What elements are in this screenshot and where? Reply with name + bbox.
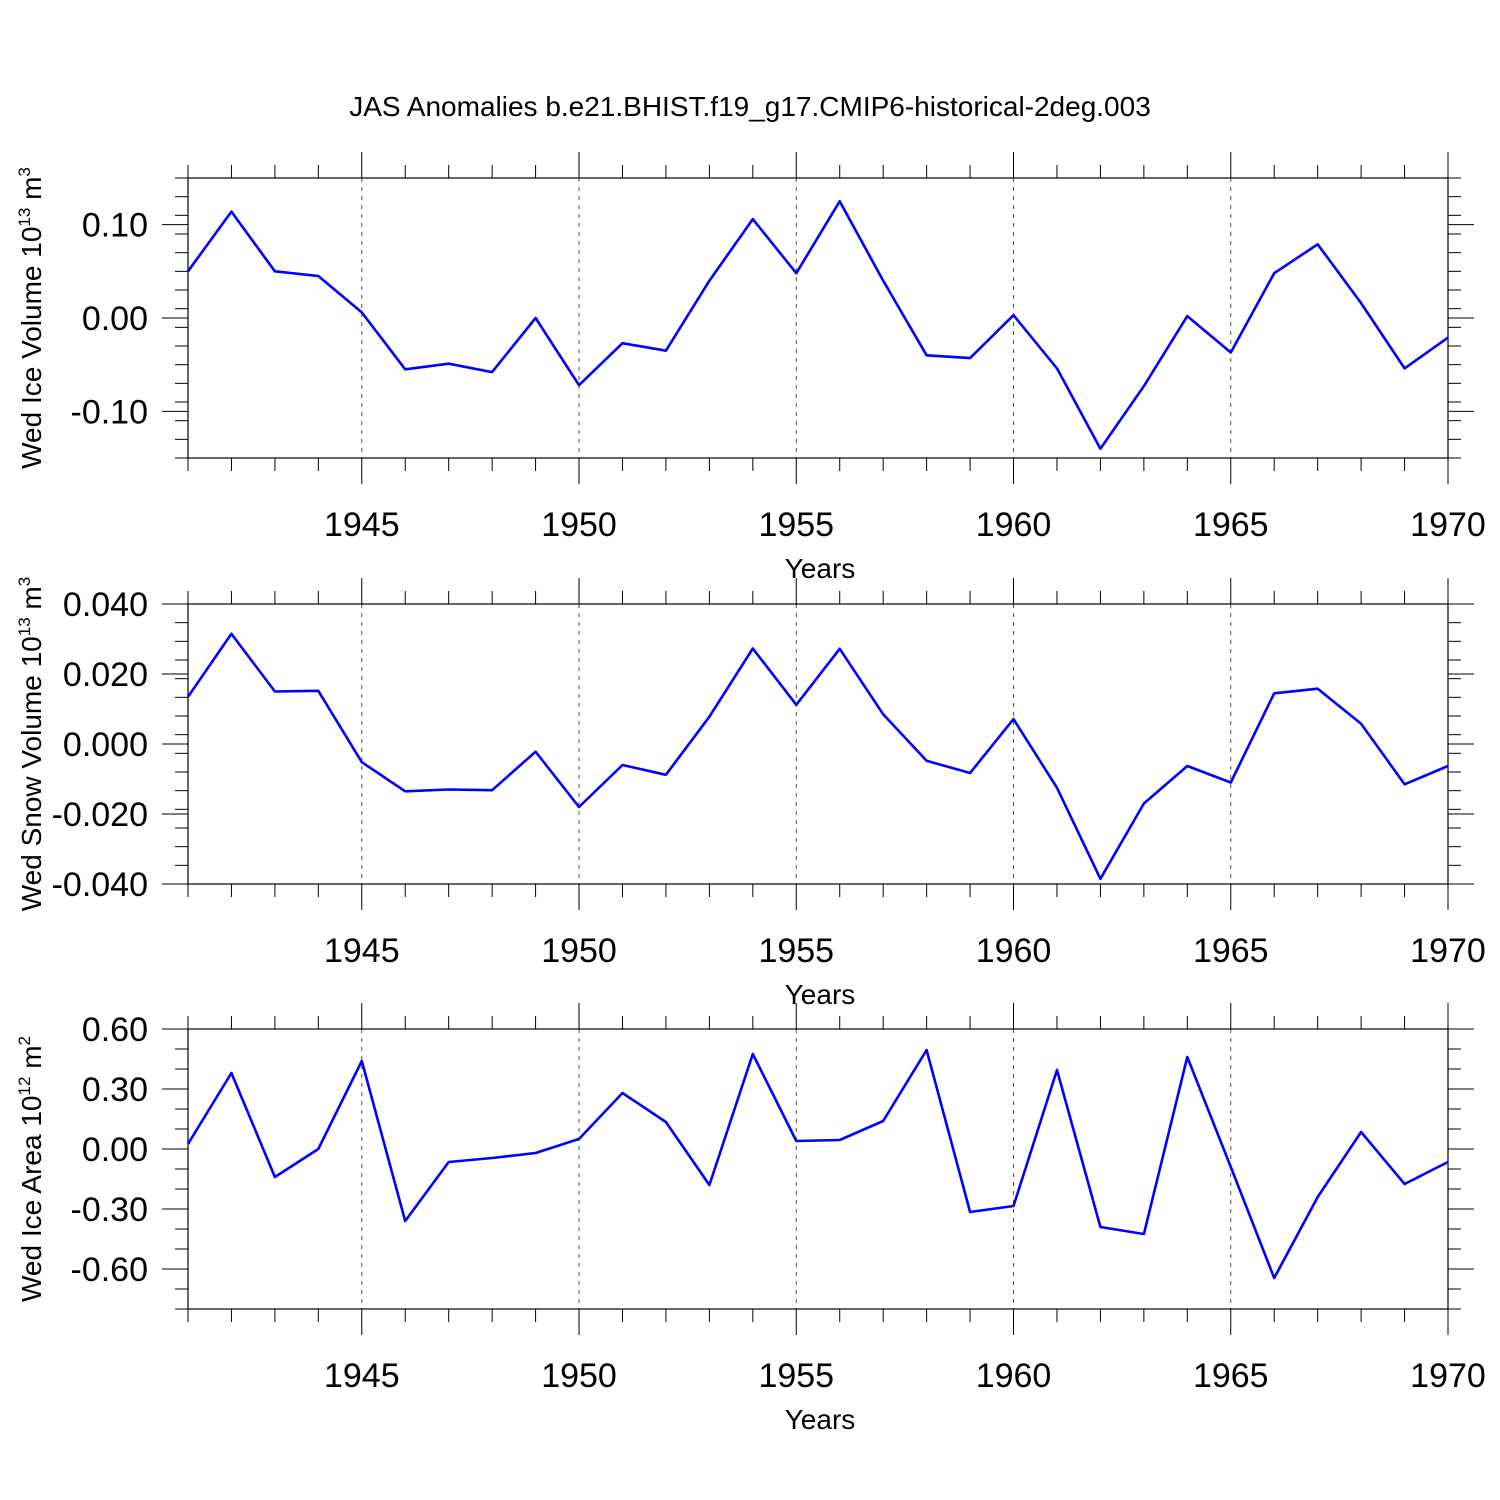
x-axis-label: Years (785, 1404, 856, 1435)
x-tick-label: 1950 (541, 506, 617, 544)
y-axis-label-part: m (16, 1045, 47, 1076)
y-axis-label: Wed Ice Volume 1013 m3 (15, 167, 47, 469)
y-axis-label-superscript: 13 (15, 617, 34, 636)
y-axis-label-superscript: 12 (15, 1077, 34, 1096)
y-tick-label: -0.020 (52, 796, 148, 834)
y-tick-label: -0.60 (71, 1251, 149, 1289)
series-line (186, 1048, 1449, 1280)
x-tick-label: 1970 (1410, 1357, 1486, 1395)
y-tick-label: 0.040 (63, 586, 148, 624)
x-tick-label: 1955 (758, 932, 834, 970)
x-tick-label: 1945 (324, 1357, 400, 1395)
x-tick-label: 1960 (976, 506, 1052, 544)
y-tick-label: 0.000 (63, 726, 148, 764)
y-axis-label-superscript: 3 (15, 577, 34, 586)
series-line (186, 200, 1449, 451)
figure-title: JAS Anomalies b.e21.BHIST.f19_g17.CMIP6-… (349, 91, 1151, 122)
x-tick-label: 1960 (976, 932, 1052, 970)
plot-frame (187, 177, 1449, 459)
y-axis-label-part: Wed Snow Volume 10 (16, 636, 47, 911)
series-line (186, 632, 1449, 881)
x-tick-label: 1945 (324, 506, 400, 544)
plot-frame (187, 603, 1449, 885)
y-tick-label: -0.10 (71, 393, 149, 431)
y-axis-label-part: m (16, 586, 47, 617)
x-tick-label: 1950 (541, 1357, 617, 1395)
x-tick-label: 1955 (758, 506, 834, 544)
y-axis-label-part: Wed Ice Area 10 (16, 1096, 47, 1303)
y-tick-label: 0.00 (82, 1131, 148, 1169)
x-tick-label: 1970 (1410, 506, 1486, 544)
y-axis-label: Wed Snow Volume 1013 m3 (15, 577, 47, 911)
panels: -0.10 0.00 0.10 1945 1950 1955 1960 1965 1970 Yea… (15, 152, 1486, 1435)
y-axis-label-superscript: 2 (15, 1036, 34, 1045)
y-axis-label-superscript: 13 (15, 208, 34, 227)
y-tick-label: 0.60 (82, 1011, 148, 1049)
y-axis-label-superscript: 3 (15, 167, 34, 176)
panel-3: -0.60 -0.30 0.00 0.30 0.60 1945 1950 1955 1960 19… (15, 1003, 1486, 1435)
x-tick-label: 1965 (1193, 506, 1269, 544)
x-tick-label: 1970 (1410, 932, 1486, 970)
x-tick-label: 1960 (976, 1357, 1052, 1395)
x-tick-label: 1965 (1193, 932, 1269, 970)
x-tick-label: 1945 (324, 932, 400, 970)
x-axis-label: Years (785, 979, 856, 1010)
y-axis-label: Wed Ice Area 1012 m2 (15, 1036, 47, 1302)
y-tick-label: -0.040 (52, 866, 148, 904)
y-axis-label-part: m (16, 177, 47, 208)
y-tick-label: 0.00 (82, 300, 148, 338)
x-tick-label: 1955 (758, 1357, 834, 1395)
y-tick-label: 0.10 (82, 207, 148, 245)
panel-1: -0.10 0.00 0.10 1945 1950 1955 1960 1965 1970 Yea… (15, 152, 1486, 584)
plot-frame (187, 1028, 1449, 1310)
y-tick-label: 0.30 (82, 1071, 148, 1109)
y-axis-label-part: Wed Ice Volume 10 (16, 227, 47, 469)
y-tick-label: -0.30 (71, 1191, 149, 1229)
x-tick-label: 1965 (1193, 1357, 1269, 1395)
panel-2: -0.040 -0.020 0.000 0.020 0.040 1945 1950 1955 1… (15, 577, 1486, 1010)
x-tick-label: 1950 (541, 932, 617, 970)
x-axis-label: Years (785, 553, 856, 584)
y-tick-label: 0.020 (63, 656, 148, 694)
